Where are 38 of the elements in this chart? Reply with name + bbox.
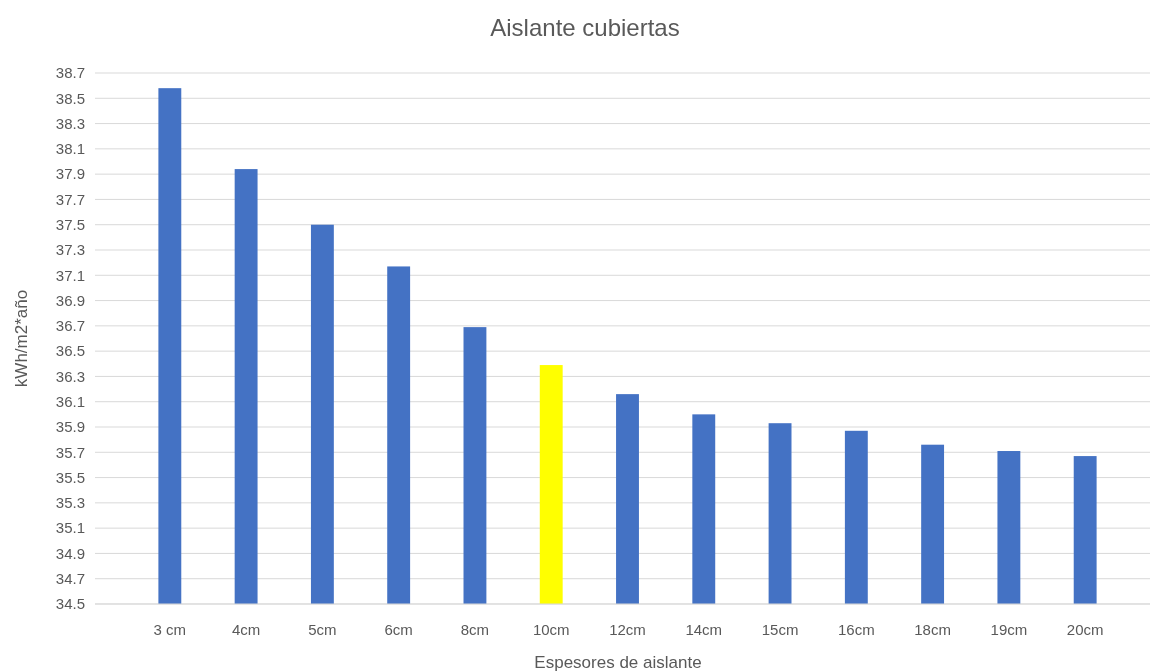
x-tick-label: 3 cm: [153, 620, 187, 638]
y-tick-label: 36.9: [55, 291, 85, 309]
y-tick-label: 38.1: [55, 140, 85, 158]
chart-title: Aislante cubiertas: [490, 14, 680, 41]
x-tick-label: 19cm: [990, 620, 1028, 638]
y-tick-label: 35.1: [55, 519, 85, 537]
x-tick-label: 5cm: [308, 620, 337, 638]
x-tick-label: 15cm: [761, 620, 799, 638]
y-tick-label: 37.7: [55, 190, 85, 208]
y-tick-label: 36.1: [55, 393, 85, 411]
y-tick-label: 35.9: [55, 418, 85, 436]
x-tick-label: 14cm: [685, 620, 723, 638]
y-tick-label: 35.3: [55, 494, 85, 512]
x-tick-label: 6cm: [384, 620, 413, 638]
y-tick-label: 37.1: [55, 266, 85, 284]
y-tick-label: 34.5: [55, 595, 85, 613]
y-axis-title: kWh/m2*año: [12, 289, 31, 388]
y-tick-label: 38.7: [55, 64, 85, 82]
x-tick-label: 10cm: [532, 620, 570, 638]
y-tick-label: 37.3: [55, 241, 85, 259]
y-tick-label: 34.7: [55, 570, 85, 588]
y-tick-label: 36.3: [55, 367, 85, 385]
x-axis-title: Espesores de aislante: [534, 653, 702, 672]
y-tick-label: 36.5: [55, 342, 85, 360]
y-tick-label: 37.9: [55, 165, 85, 183]
y-tick-label: 35.5: [55, 468, 85, 486]
x-tick-label: 18cm: [914, 620, 951, 638]
x-tick-label: 16cm: [837, 620, 875, 638]
y-tick-label: 35.7: [55, 443, 85, 461]
y-tick-label: 38.5: [55, 89, 85, 107]
x-tick-label: 8cm: [460, 620, 490, 638]
y-tick-label: 34.9: [55, 544, 85, 562]
x-tick-label: 12cm: [609, 620, 646, 638]
x-tick-label: 4cm: [231, 620, 261, 638]
x-tick-label: 20cm: [1066, 620, 1104, 638]
y-tick-label: 37.5: [55, 216, 85, 234]
y-tick-label: 38.3: [55, 114, 85, 132]
y-tick-label: 36.7: [55, 317, 85, 335]
